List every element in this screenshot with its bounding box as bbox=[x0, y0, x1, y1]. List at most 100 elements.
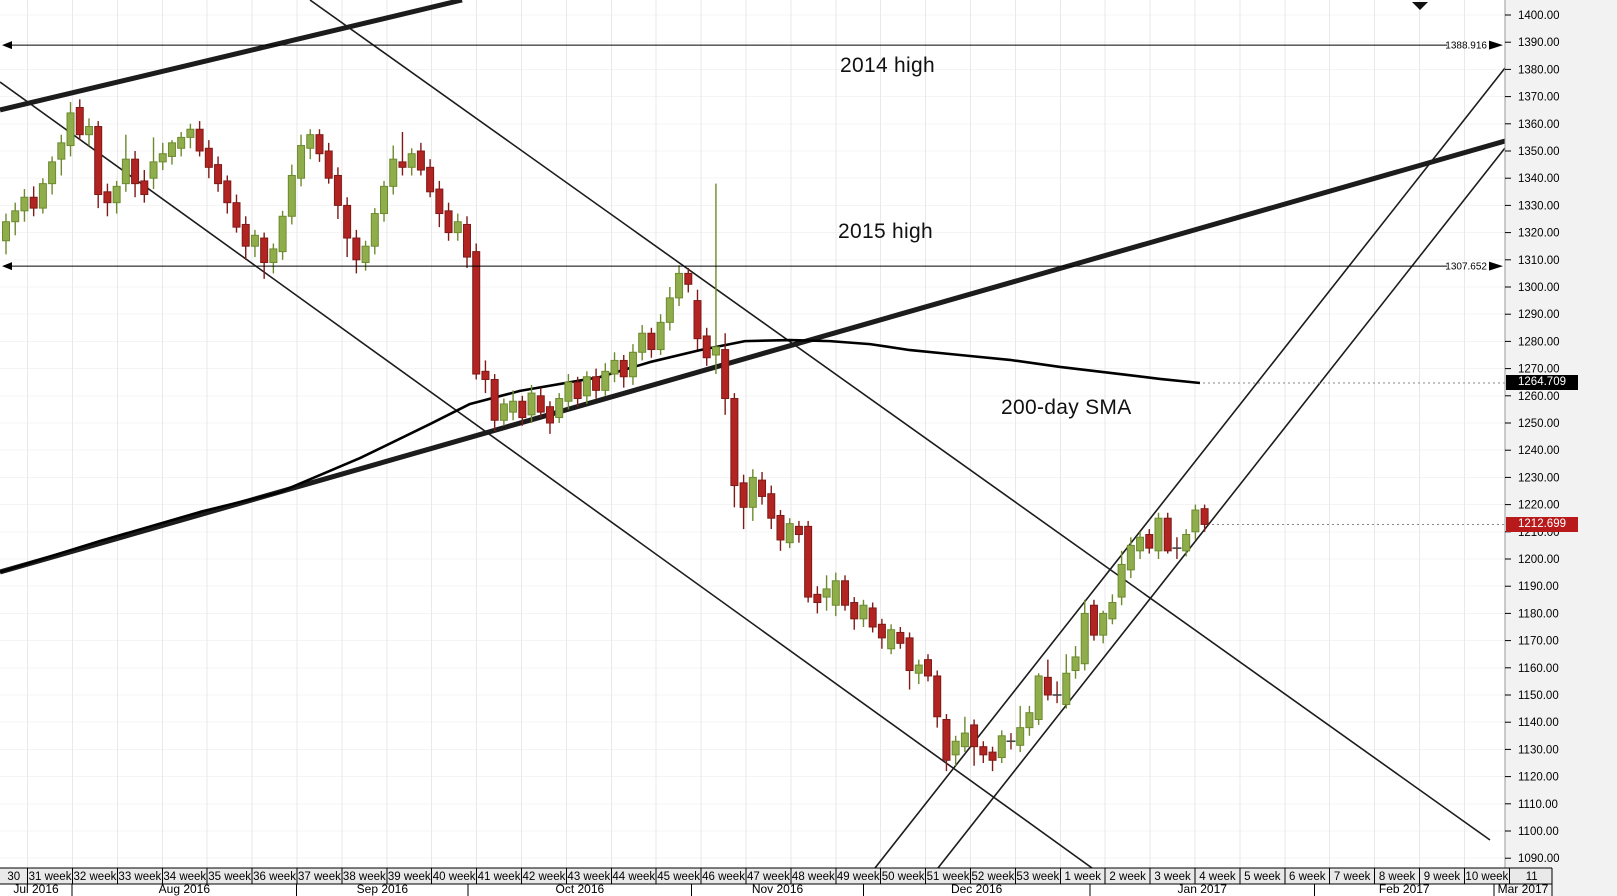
candle-bullish bbox=[48, 156, 57, 195]
candle-body bbox=[48, 161, 57, 185]
candle-bearish bbox=[767, 485, 776, 530]
week-cell-label[interactable]: 53 week bbox=[1016, 871, 1059, 883]
week-cell-label[interactable]: 7 week bbox=[1334, 871, 1371, 883]
candle-body bbox=[324, 150, 333, 179]
level-price-label: 1388.916 bbox=[1445, 41, 1487, 52]
month-label[interactable]: Jan 2017 bbox=[1178, 882, 1228, 896]
week-cell-label[interactable]: 9 week bbox=[1424, 871, 1461, 883]
candle-bearish bbox=[398, 131, 407, 176]
annotation-2015-high: 2015 high bbox=[838, 220, 933, 243]
candle-bullish bbox=[656, 314, 665, 355]
left-arrow-icon bbox=[2, 41, 12, 50]
week-cell-label[interactable]: 31 week bbox=[29, 871, 72, 883]
candle-bearish bbox=[702, 327, 711, 366]
candle-bullish bbox=[1016, 705, 1025, 753]
candle-bullish bbox=[785, 518, 794, 549]
price-tick-label: 1180.00 bbox=[1518, 608, 1559, 620]
week-cell-label[interactable]: 52 week bbox=[972, 871, 1015, 883]
candle-body bbox=[352, 237, 361, 261]
candle-bullish bbox=[1080, 599, 1089, 671]
week-cell-label[interactable]: 30 bbox=[7, 871, 20, 883]
price-tick-label: 1220.00 bbox=[1518, 500, 1560, 512]
week-cell-label[interactable]: 46 week bbox=[702, 871, 745, 883]
candle-body bbox=[241, 223, 250, 247]
week-cell-label[interactable]: 37 week bbox=[298, 871, 341, 883]
month-label[interactable]: Dec 2016 bbox=[951, 882, 1003, 896]
candle-body bbox=[278, 215, 287, 253]
price-tag-sma: 1264.709 bbox=[1506, 375, 1578, 390]
candle-bearish bbox=[232, 194, 241, 233]
week-cell-label[interactable]: 4 week bbox=[1199, 871, 1236, 883]
candle-body bbox=[167, 142, 176, 157]
week-cell-label[interactable]: 44 week bbox=[612, 871, 655, 883]
week-cell-label[interactable]: 47 week bbox=[747, 871, 790, 883]
candle-bullish bbox=[822, 575, 831, 611]
week-cell-label[interactable]: 51 week bbox=[927, 871, 970, 883]
candle-bullish bbox=[582, 371, 591, 404]
week-cell-label[interactable]: 2 week bbox=[1109, 871, 1146, 883]
candle-body bbox=[204, 147, 213, 168]
candle-body bbox=[435, 188, 444, 215]
week-cell-label[interactable]: 34 week bbox=[163, 871, 206, 883]
candle-body bbox=[933, 675, 942, 718]
candle-bullish bbox=[638, 325, 647, 361]
candle-body bbox=[739, 482, 748, 508]
week-cell-label[interactable]: 41 week bbox=[478, 871, 521, 883]
candle-bearish bbox=[813, 586, 822, 614]
candle-bullish bbox=[914, 659, 923, 685]
candle-bullish bbox=[167, 140, 176, 165]
week-cell-label[interactable]: 42 week bbox=[523, 871, 566, 883]
candle-body bbox=[1108, 602, 1117, 620]
down-arrow-marker[interactable] bbox=[1412, 2, 1428, 10]
week-cell-label[interactable]: 39 week bbox=[388, 871, 431, 883]
candle-bullish bbox=[509, 390, 518, 421]
week-cell-label[interactable]: 40 week bbox=[433, 871, 476, 883]
month-label[interactable]: Mar 2017 bbox=[1498, 882, 1549, 896]
candle-body bbox=[260, 237, 269, 264]
month-label[interactable]: Oct 2016 bbox=[555, 882, 604, 896]
candle-body bbox=[149, 161, 158, 179]
week-cell-label[interactable]: 8 week bbox=[1379, 871, 1416, 883]
candle-body bbox=[776, 514, 785, 541]
candle-body bbox=[794, 525, 803, 536]
candle-bullish bbox=[1191, 504, 1200, 540]
month-label[interactable]: Nov 2016 bbox=[752, 882, 804, 896]
candle-body bbox=[914, 664, 923, 674]
candle-bullish bbox=[121, 134, 130, 192]
week-cell-label[interactable]: 10 week bbox=[1465, 871, 1508, 883]
candle-body bbox=[536, 395, 545, 413]
candle-body bbox=[158, 153, 167, 163]
week-cell-label[interactable]: 35 week bbox=[208, 871, 251, 883]
week-cell-label[interactable]: 43 week bbox=[567, 871, 610, 883]
candle-body bbox=[426, 166, 435, 193]
price-axis-background bbox=[1505, 0, 1617, 896]
candle-body bbox=[748, 476, 757, 508]
week-cell-label[interactable]: 5 week bbox=[1244, 871, 1281, 883]
month-label[interactable]: Jul 2016 bbox=[13, 882, 59, 896]
candle-body bbox=[186, 128, 195, 138]
week-cell-label[interactable]: 49 week bbox=[837, 871, 880, 883]
month-label[interactable]: Aug 2016 bbox=[159, 882, 211, 896]
week-cell-label[interactable]: 48 week bbox=[792, 871, 835, 883]
week-cell-label[interactable]: 6 week bbox=[1289, 871, 1326, 883]
week-cell-label[interactable]: 45 week bbox=[657, 871, 700, 883]
week-cell-label[interactable]: 38 week bbox=[343, 871, 386, 883]
candle-bearish bbox=[868, 602, 877, 633]
candle-bullish bbox=[1136, 531, 1145, 559]
week-cell-label[interactable]: 33 week bbox=[118, 871, 161, 883]
week-cell-label[interactable]: 11 bbox=[1526, 871, 1538, 883]
candle-body bbox=[564, 381, 573, 402]
week-cell-label[interactable]: 32 week bbox=[74, 871, 117, 883]
week-cell-label[interactable]: 36 week bbox=[253, 871, 296, 883]
price-tick-label: 1170.00 bbox=[1518, 636, 1559, 648]
candle-body bbox=[610, 359, 619, 375]
week-cell-label[interactable]: 3 week bbox=[1154, 871, 1191, 883]
month-label[interactable]: Feb 2017 bbox=[1379, 882, 1430, 896]
candle-bearish bbox=[988, 746, 997, 772]
week-cell-label[interactable]: 50 week bbox=[882, 871, 925, 883]
price-tick-label: 1310.00 bbox=[1518, 255, 1560, 267]
candle-bullish bbox=[610, 352, 619, 383]
week-cell-label[interactable]: 1 week bbox=[1065, 871, 1102, 883]
month-label[interactable]: Sep 2016 bbox=[357, 882, 409, 896]
